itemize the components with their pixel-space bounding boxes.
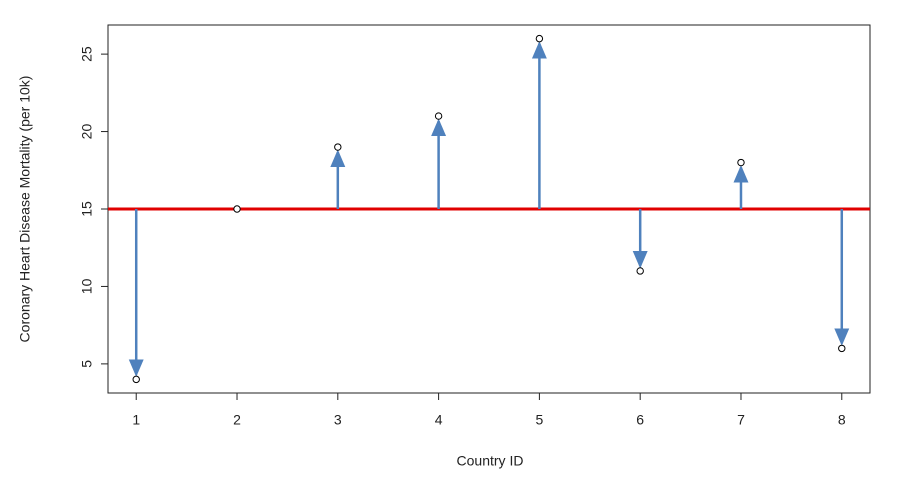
point [737,158,745,167]
x-tick-label: 2 [233,412,241,428]
y-axis-title: Coronary Heart Disease Mortality (per 10… [17,76,33,343]
y-tick-label: 20 [79,124,95,140]
x-tick-label: 4 [435,412,443,428]
x-tick-label: 1 [132,412,140,428]
point [334,143,342,151]
x-tick-label: 8 [838,412,846,428]
point [434,112,443,120]
x-axis-title: Country ID [457,453,524,469]
x-tick-label: 6 [636,412,644,428]
point [535,34,544,43]
y-tick-label: 10 [79,278,95,294]
x-tick-label: 5 [535,412,543,428]
point [636,267,644,275]
y-tick-label: 25 [79,46,95,62]
point [233,205,241,213]
point [132,375,140,384]
y-tick-label: 5 [79,360,95,368]
y-tick-label: 15 [79,201,95,217]
point [838,344,846,353]
x-tick-label: 7 [737,412,745,428]
x-tick-label: 3 [334,412,342,428]
